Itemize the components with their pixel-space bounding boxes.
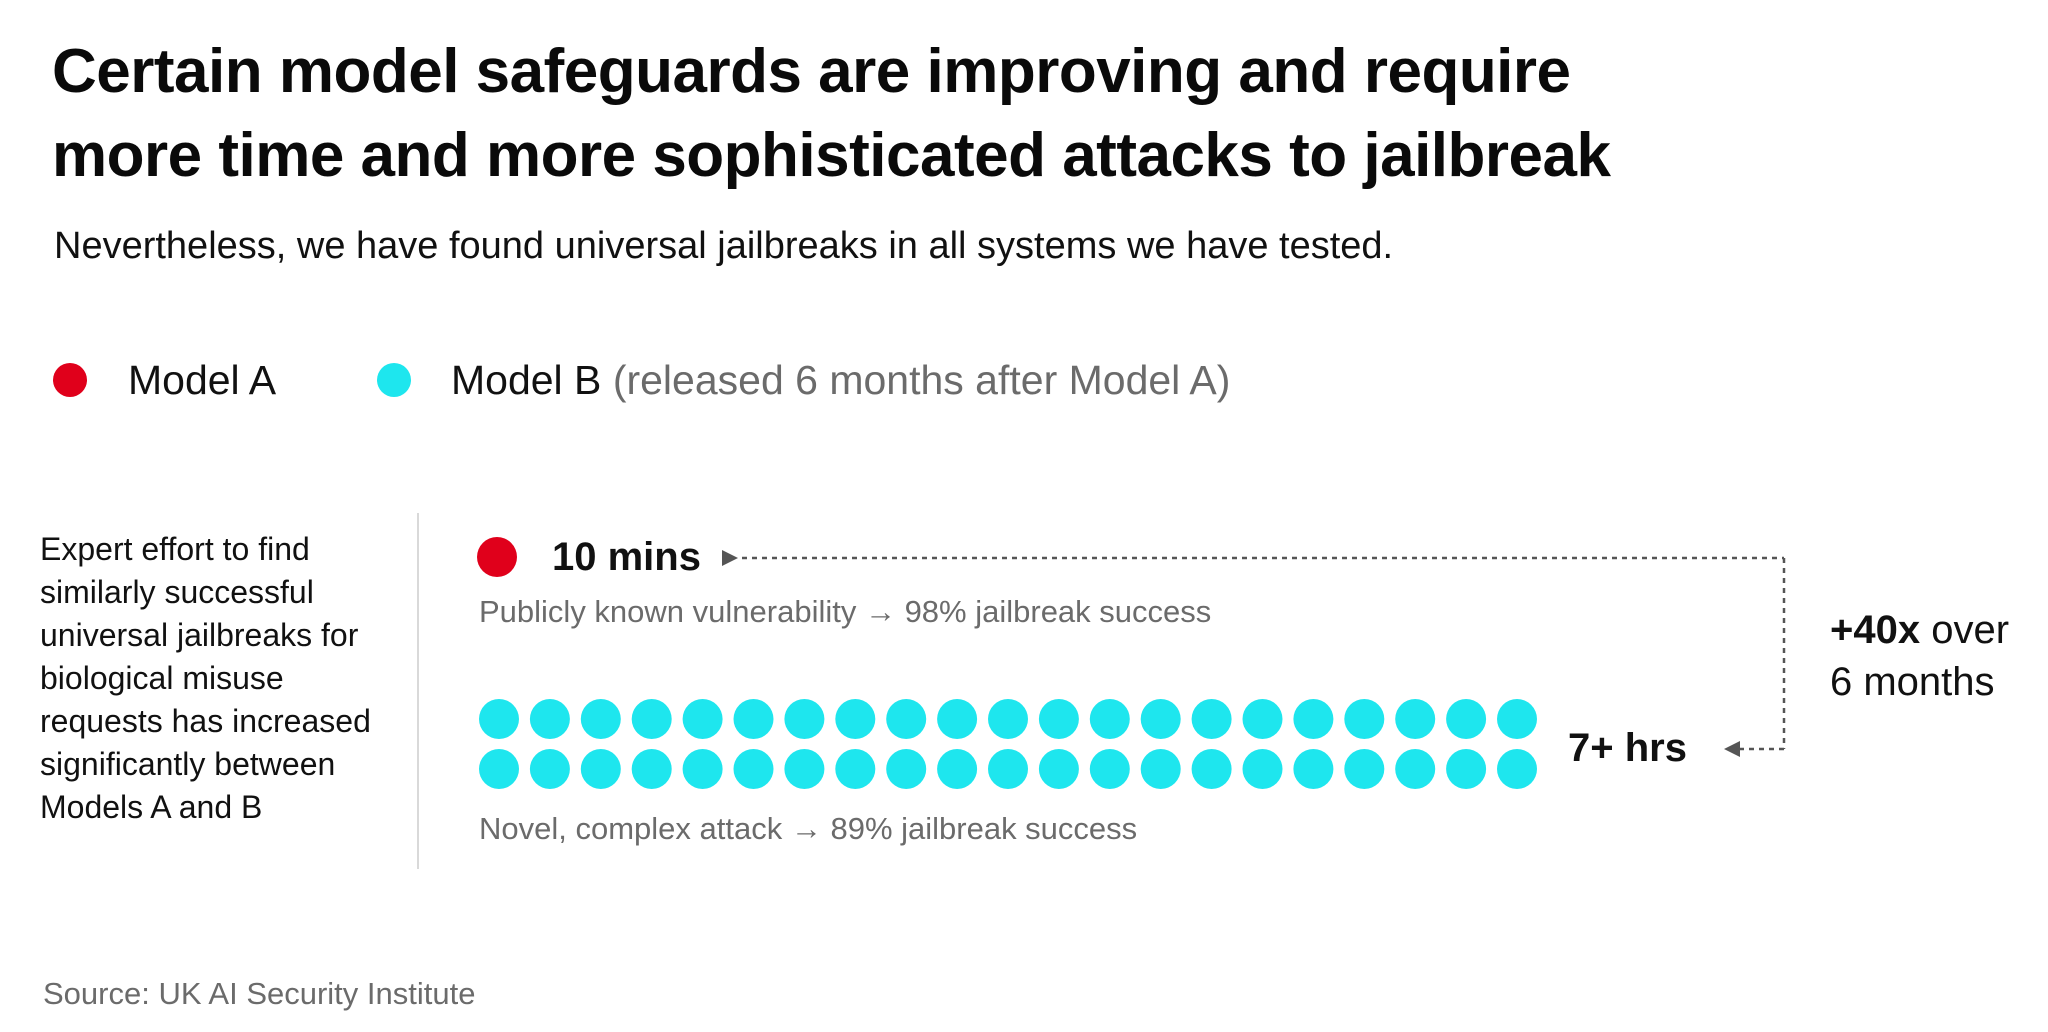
effort-description-line: biological misuse [40,660,284,696]
multiplier-value: +40x [1830,608,1921,652]
arrowhead-right-icon [722,550,738,566]
effort-description-line: similarly successful [40,574,314,610]
source-note: Source: UK AI Security Institute [43,976,476,1011]
chart-title-line-2: more time and more sophisticated attacks… [52,121,1611,190]
model-a-effort-value: 10 mins [552,535,701,579]
model-b-dot [1446,699,1487,739]
model-b-dot [631,749,672,789]
model-b-dot [1395,749,1436,789]
chart-subtitle: Nevertheless, we have found universal ja… [54,225,1394,267]
effort-description-line: requests has increased [40,703,371,739]
model-b-dot [1038,749,1079,789]
model-b-dot [1038,699,1079,739]
vertical-divider [417,513,419,869]
effort-description-line: significantly between [40,746,336,782]
model-b-dot [1242,699,1283,739]
model-a-caption: Publicly known vulnerability → 98% jailb… [479,594,1212,629]
legend-swatch-model-a [53,363,87,397]
model-b-dot [580,699,621,739]
model-b-dot [1140,749,1181,789]
model-b-dot [1089,699,1130,739]
multiplier-line-1: +40x over [1830,604,2009,656]
multiplier-suffix: over [1931,608,2010,652]
model-b-dot [886,749,927,789]
model-b-dots [479,699,1537,789]
multiplier-annotation: +40x over 6 months [1830,604,2009,708]
model-b-caption: Novel, complex attack → 89% jailbreak su… [479,811,1138,846]
model-b-dot [1293,699,1334,739]
comparison-connector [722,550,1786,757]
model-b-dot [784,699,825,739]
model-b-dot [529,749,570,789]
model-b-dot [1395,699,1436,739]
model-b-dot [479,699,519,739]
arrowhead-left-icon [1724,741,1740,757]
model-b-dot [835,699,876,739]
effort-description-line: Expert effort to find [40,531,310,567]
model-b-dot [1446,749,1487,789]
model-b-dot [1344,749,1385,789]
model-b-dot [1497,749,1537,789]
effort-description-line: Models A and B [40,789,263,825]
model-b-dot [631,699,672,739]
model-b-dot [733,749,774,789]
chart-title: Certain model safeguards are improving a… [52,30,1952,198]
model-b-dot [733,699,774,739]
legend-label-model-b-note: (released 6 months after Model A) [612,357,1231,403]
model-b-dot [1344,699,1385,739]
model-b-dot [682,699,723,739]
model-b-dot [835,749,876,789]
effort-description: Expert effort to find similarly successf… [40,528,420,829]
multiplier-line-2: 6 months [1830,660,1995,704]
effort-description-line: universal jailbreaks for [40,617,359,653]
legend-swatch-model-b [377,363,411,397]
model-b-dot [580,749,621,789]
model-b-dot [784,749,825,789]
model-b-dot [529,699,570,739]
model-b-dot [988,749,1028,789]
model-b-dot [886,699,927,739]
model-b-dot [937,699,978,739]
chart-title-line-1: Certain model safeguards are improving a… [52,37,1571,106]
model-b-dot [1191,749,1232,789]
model-b-dot [1191,699,1232,739]
model-b-dot [1089,749,1130,789]
model-b-dot [1293,749,1334,789]
legend-label-model-b: Model B (released 6 months after Model A… [451,355,1230,405]
model-b-dot [1242,749,1283,789]
model-b-dot [988,699,1028,739]
model-a-dots [477,537,517,577]
model-b-dot [682,749,723,789]
model-b-dot [937,749,978,789]
model-b-dot [1140,699,1181,739]
legend-label-model-b-name: Model B [451,357,602,403]
model-b-effort-value: 7+ hrs [1568,726,1687,770]
legend-label-model-a: Model A [128,357,277,403]
model-a-dot [477,537,517,577]
model-b-dot [479,749,519,789]
model-b-dot [1497,699,1537,739]
